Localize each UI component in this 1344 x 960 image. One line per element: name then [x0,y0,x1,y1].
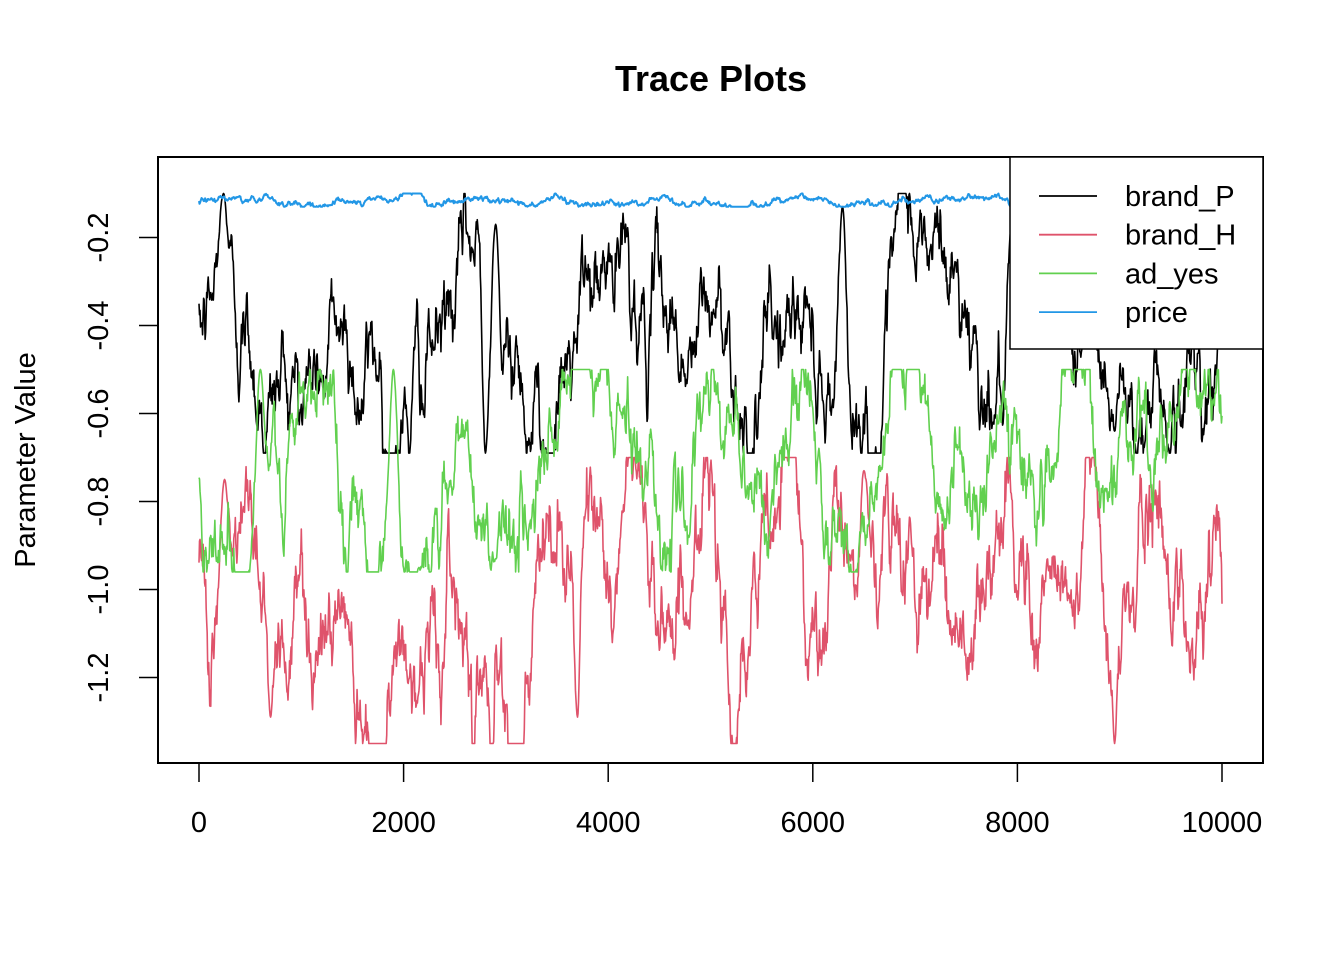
legend-box [1009,156,1264,350]
legend-label-brand_P: brand_P [1125,181,1235,213]
y-tick-label: -0.2 [83,213,115,263]
y-tick-label: -1.2 [83,653,115,703]
chart-title: Trace Plots [615,58,807,99]
legend-label-ad_yes: ad_yes [1125,258,1219,290]
y-tick-label: -1.0 [83,565,115,615]
x-tick-label: 2000 [371,807,436,839]
x-tick-label: 6000 [781,807,846,839]
x-tick-label: 10000 [1182,807,1263,839]
legend-label-brand_H: brand_H [1125,220,1236,252]
x-tick-label: 8000 [985,807,1050,839]
series-line-brand_H [198,456,1223,745]
y-axis: -0.2 -0.4 -0.6 -0.8 -1.0 -1.2 [83,213,159,703]
y-axis-label: Parameter Value [10,352,42,567]
x-axis: 0 2000 4000 6000 8000 10000 [191,762,1263,839]
y-tick-label: -0.4 [83,301,115,351]
x-tick-label: 0 [191,807,207,839]
legend-label-price: price [1125,297,1188,329]
y-tick-label: -0.8 [83,477,115,527]
x-tick-label: 4000 [576,807,641,839]
series-line-ad_yes [198,368,1223,573]
y-tick-label: -0.6 [83,389,115,439]
